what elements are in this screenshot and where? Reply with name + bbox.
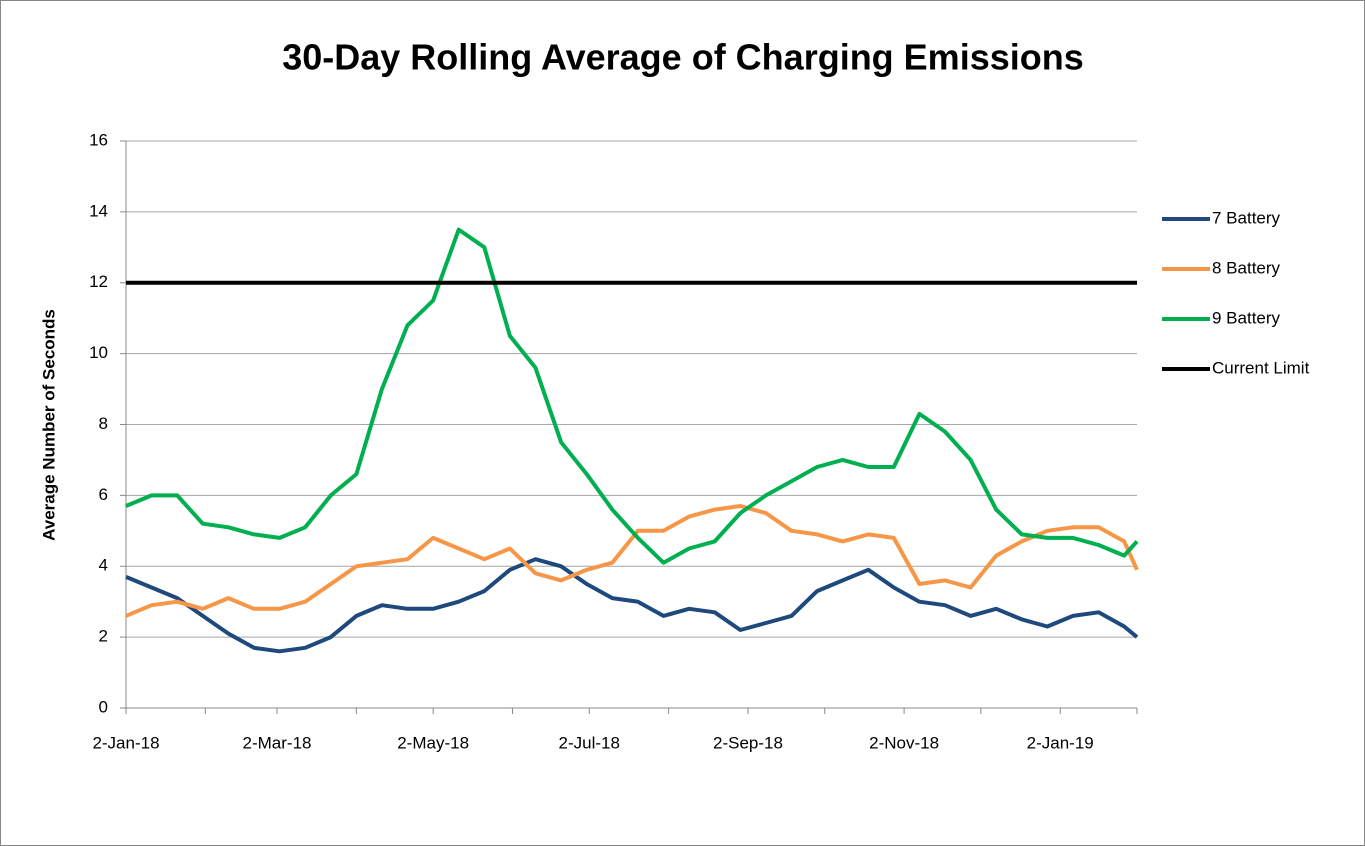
y-tick-label: 14: [89, 201, 108, 220]
legend-label: Current Limit: [1212, 358, 1310, 377]
x-tick-label: 2-Jan-18: [92, 733, 159, 752]
y-tick-label: 4: [99, 556, 108, 575]
y-tick-label: 10: [89, 343, 108, 362]
y-tick-label: 8: [99, 414, 108, 433]
y-axis-label: Average Number of Seconds: [39, 309, 58, 541]
chart-title: 30-Day Rolling Average of Charging Emiss…: [282, 37, 1084, 78]
y-tick-label: 2: [99, 627, 108, 646]
legend-label: 9 Battery: [1212, 308, 1281, 327]
y-tick-label: 0: [99, 697, 108, 716]
y-tick-label: 12: [89, 272, 108, 291]
y-tick-label: 6: [99, 485, 108, 504]
x-tick-label: 2-Sep-18: [713, 733, 783, 752]
x-tick-label: 2-Mar-18: [243, 733, 312, 752]
y-tick-label: 16: [89, 130, 108, 149]
x-tick-label: 2-Jul-18: [559, 733, 620, 752]
x-tick-label: 2-Nov-18: [869, 733, 939, 752]
legend-label: 7 Battery: [1212, 208, 1281, 227]
series-line: [125, 557, 1139, 654]
x-tick-label: 2-May-18: [397, 733, 469, 752]
series-line: [125, 227, 1139, 565]
x-tick-label: 2-Jan-19: [1027, 733, 1094, 752]
series-line: [125, 504, 1139, 618]
legend-label: 8 Battery: [1212, 258, 1281, 277]
